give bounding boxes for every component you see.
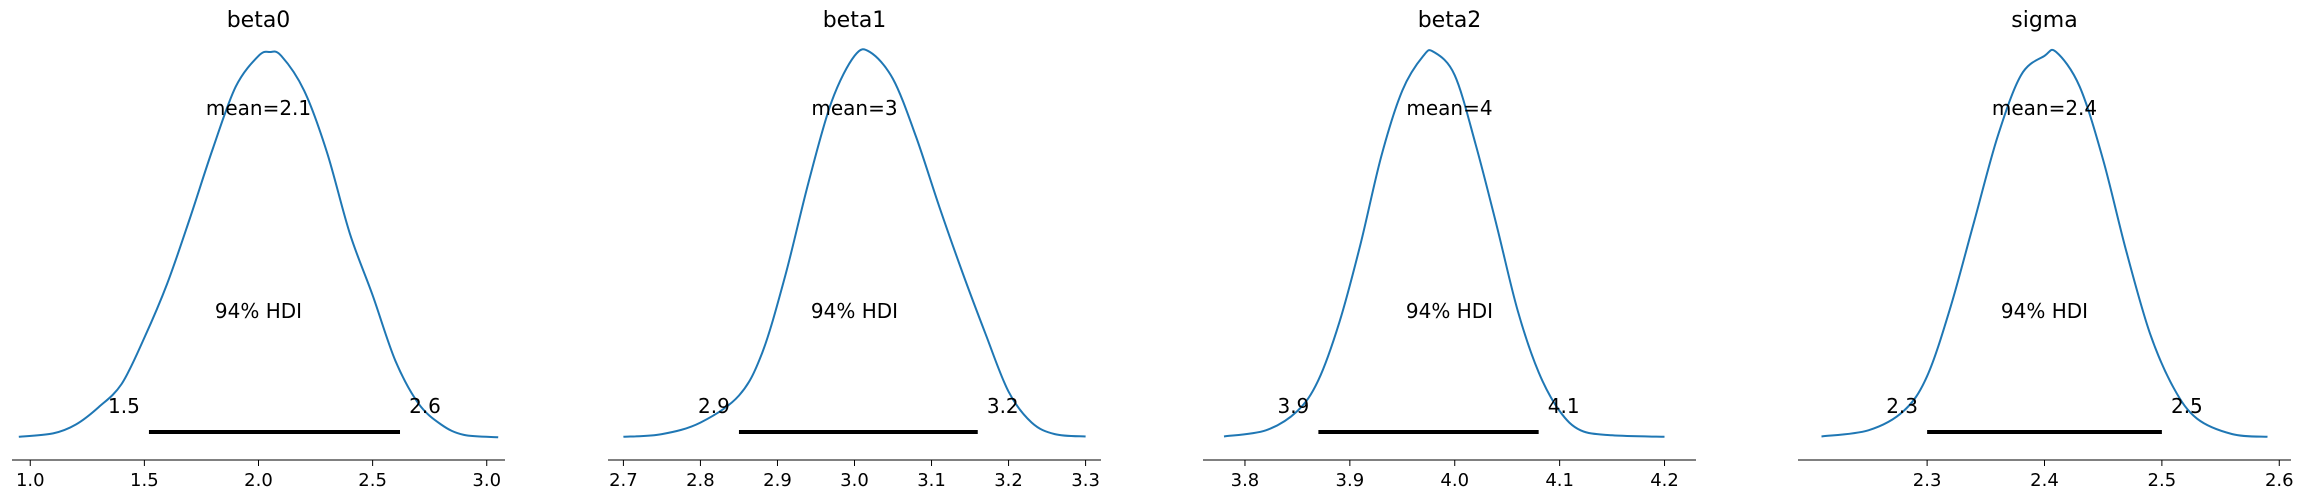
panel-sigma-tick-label: 2.3 [1913, 470, 1942, 491]
panel-beta2-tick-label: 4.1 [1545, 470, 1574, 491]
panel-beta1-tick-label: 2.9 [763, 470, 792, 491]
panel-beta1-hdi-label: 94% HDI [811, 299, 898, 323]
panel-sigma-title: sigma [2011, 8, 2077, 33]
panel-beta2-tick-label: 4.2 [1650, 470, 1679, 491]
panel-sigma-hdi-high-label: 2.5 [2171, 394, 2203, 418]
panel-sigma-density-curve [1821, 48, 2268, 438]
panel-beta1-hdi-low-label: 2.9 [698, 394, 730, 418]
panel-beta2-density-curve [1223, 49, 1665, 438]
panel-beta1-tick-label: 2.8 [686, 470, 715, 491]
panel-beta0-tick-label: 2.5 [358, 470, 387, 491]
panel-beta2-title: beta2 [1418, 8, 1482, 33]
panel-beta0-title: beta0 [227, 8, 291, 33]
panel-beta0-tick-label: 3.0 [472, 470, 501, 491]
panel-beta0-hdi-high-label: 2.6 [409, 394, 441, 418]
panel-beta2-hdi-high-label: 4.1 [1548, 394, 1580, 418]
panel-sigma-hdi-low-label: 2.3 [1886, 394, 1918, 418]
panel-sigma-tick-label: 2.4 [2030, 470, 2059, 491]
panel-sigma-tick-label: 2.5 [2148, 470, 2177, 491]
panel-beta1-tick-label: 3.1 [917, 470, 946, 491]
panel-beta1-tick-label: 3.2 [994, 470, 1023, 491]
panel-beta0-hdi-label: 94% HDI [215, 299, 302, 323]
panel-beta2-tick-label: 3.8 [1231, 470, 1260, 491]
panel-beta0-tick-label: 1.5 [130, 470, 159, 491]
panel-sigma-mean-label: mean=2.4 [1992, 96, 2097, 120]
panel-beta2-hdi-label: 94% HDI [1406, 299, 1493, 323]
panel-sigma-tick-label: 2.6 [2265, 470, 2294, 491]
panel-beta2-tick-label: 3.9 [1336, 470, 1365, 491]
panel-beta0-hdi-low-label: 1.5 [108, 394, 140, 418]
panel-beta1-tick-label: 2.7 [609, 470, 638, 491]
panel-beta2-hdi-low-label: 3.9 [1277, 394, 1309, 418]
panel-beta1-title: beta1 [823, 8, 887, 33]
panel-beta1-density-curve [623, 48, 1086, 438]
panel-beta1-mean-label: mean=3 [811, 96, 897, 120]
panel-beta0-tick-label: 1.0 [16, 470, 45, 491]
panel-beta0-density-curve [18, 50, 499, 439]
panel-beta1-tick-label: 3.0 [840, 470, 869, 491]
panel-beta0-tick-label: 2.0 [244, 470, 273, 491]
panel-beta1-tick-label: 3.3 [1071, 470, 1100, 491]
panel-beta1-hdi-high-label: 3.2 [987, 394, 1019, 418]
panel-beta2-tick-label: 4.0 [1440, 470, 1469, 491]
panel-sigma-hdi-label: 94% HDI [2001, 299, 2088, 323]
panel-beta0-mean-label: mean=2.1 [206, 96, 311, 120]
panel-beta2-mean-label: mean=4 [1406, 96, 1492, 120]
